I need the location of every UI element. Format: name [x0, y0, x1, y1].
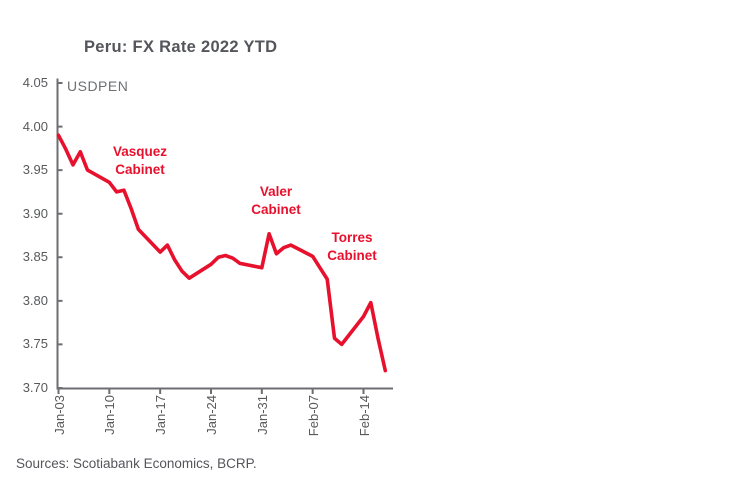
y-tick-label: 3.80 — [22, 292, 48, 308]
y-tick-label: 3.70 — [22, 380, 48, 395]
y-tick-label: 4.05 — [22, 75, 48, 90]
usdpen-data-line — [56, 133, 388, 373]
annotation-vasquez-cabinet: Vasquez Cabinet — [112, 144, 168, 177]
x-tick-label: Feb-14 — [356, 395, 372, 437]
y-tick-label: 3.95 — [22, 162, 48, 178]
chart-axes — [56, 78, 393, 394]
y-tick-label: 3.85 — [22, 249, 48, 265]
x-tick-label: Feb-07 — [305, 395, 321, 437]
x-tick-label: Jan-24 — [204, 395, 219, 435]
source-text: Sources: Scotiabank Economics, BCRP. — [16, 456, 257, 471]
series-label-usdpen: USDPEN — [67, 78, 129, 94]
x-tick-label: Jan-31 — [254, 395, 270, 435]
chart-title: Peru: FX Rate 2022 YTD — [84, 38, 278, 56]
annotation-torres-cabinet: Torres Cabinet — [327, 230, 377, 263]
annotation-valer-cabinet: Valer Cabinet — [251, 184, 301, 217]
y-tick-label: 3.75 — [22, 336, 48, 352]
x-tick-label: Jan-10 — [102, 395, 118, 435]
x-tick-label: Jan-17 — [153, 395, 169, 435]
x-tick-label: Jan-03 — [51, 395, 67, 435]
y-tick-label: 4.00 — [22, 118, 48, 134]
y-tick-label: 3.90 — [22, 205, 48, 221]
